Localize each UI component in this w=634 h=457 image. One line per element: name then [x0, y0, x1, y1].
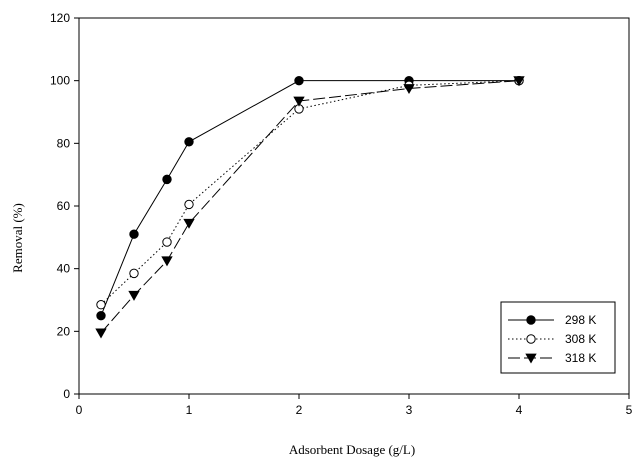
series-1-point-3 [184, 199, 194, 210]
y-tick-label-0: 0 [63, 387, 70, 401]
series-2-point-2 [161, 256, 173, 267]
series-0-point-3 [184, 137, 194, 147]
legend-marker-2 [525, 353, 537, 364]
y-tick-label-1: 20 [57, 324, 71, 338]
x-axis-title: Adsorbent Dosage (g/L) [289, 442, 415, 457]
x-tick-label-2: 2 [296, 403, 303, 417]
series-2-line [100, 80, 520, 334]
legend-marker-1 [526, 334, 536, 344]
y-tick-label-3: 60 [57, 199, 71, 213]
y-axis-title: Removal (%) [10, 203, 25, 273]
series-2-point-6 [513, 76, 525, 87]
series-2 [95, 76, 525, 339]
series-2-point-4 [293, 96, 305, 107]
series-0-point-4 [294, 75, 304, 86]
series-2-point-1 [128, 290, 140, 301]
series-1-point-1 [129, 268, 139, 279]
legend-label-1: 308 K [565, 332, 596, 346]
legend-box [500, 301, 616, 374]
series-0-point-1 [129, 229, 139, 239]
series-1-point-0 [96, 300, 106, 310]
x-tick-label-1: 1 [186, 403, 193, 417]
x-tick-label-0: 0 [76, 403, 83, 417]
y-tick-label-6: 120 [50, 11, 70, 25]
series-2-point-0 [95, 328, 107, 339]
y-tick-label-4: 80 [57, 136, 71, 150]
x-tick-label-5: 5 [626, 403, 633, 417]
series-0-point-0 [96, 310, 106, 321]
series-1-point-2 [162, 237, 172, 247]
x-tick-label-3: 3 [406, 403, 413, 417]
series-0 [96, 75, 524, 321]
series-2-point-5 [403, 84, 415, 95]
series-1-line [100, 80, 520, 306]
series-1 [96, 75, 524, 310]
legend-label-2: 318 K [565, 351, 596, 365]
legend-label-0: 298 K [565, 313, 596, 327]
series-2-point-3 [183, 218, 195, 229]
y-tick-label-5: 100 [50, 74, 70, 88]
x-tick-label-4: 4 [516, 403, 523, 417]
series-0-point-2 [162, 174, 172, 185]
legend-marker-0 [526, 315, 536, 325]
series-0-line [100, 80, 519, 316]
y-tick-label-2: 40 [57, 262, 71, 276]
